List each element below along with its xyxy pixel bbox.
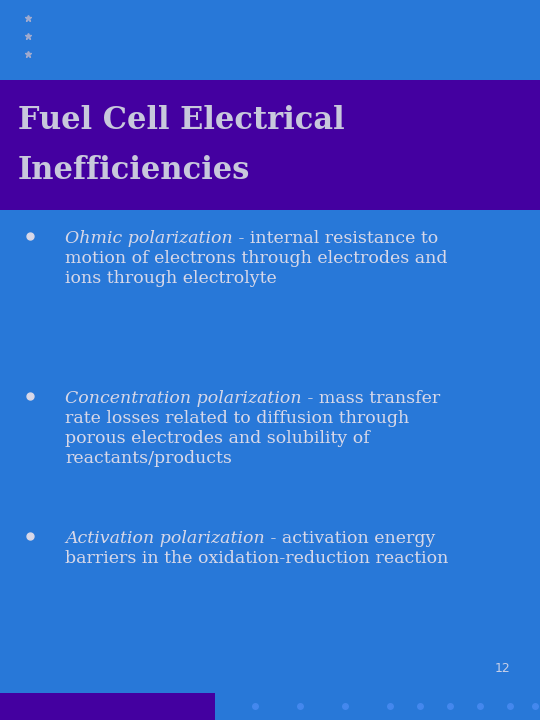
Text: 12: 12 [494,662,510,675]
FancyBboxPatch shape [0,80,540,210]
Text: reactants/products: reactants/products [65,450,232,467]
Text: - mass transfer: - mass transfer [302,390,440,407]
Text: Concentration polarization: Concentration polarization [65,390,302,407]
Text: Inefficiencies: Inefficiencies [18,155,251,186]
Text: porous electrodes and solubility of: porous electrodes and solubility of [65,430,370,447]
Text: Activation polarization: Activation polarization [65,530,265,547]
FancyBboxPatch shape [0,693,215,720]
Text: Ohmic polarization: Ohmic polarization [65,230,233,247]
Text: barriers in the oxidation-reduction reaction: barriers in the oxidation-reduction reac… [65,550,448,567]
Text: - internal resistance to: - internal resistance to [233,230,438,247]
Text: motion of electrons through electrodes and: motion of electrons through electrodes a… [65,250,448,267]
Text: ions through electrolyte: ions through electrolyte [65,270,277,287]
Text: rate losses related to diffusion through: rate losses related to diffusion through [65,410,409,427]
Text: - activation energy: - activation energy [265,530,435,547]
Text: Fuel Cell Electrical: Fuel Cell Electrical [18,105,345,136]
